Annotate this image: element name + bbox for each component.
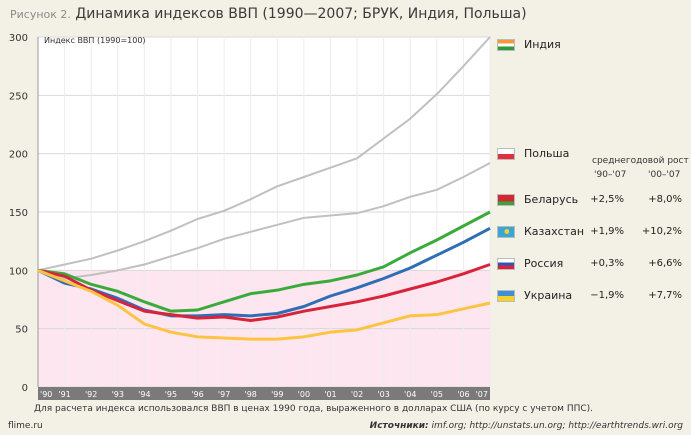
legend-belarus: Беларусь — [497, 193, 578, 206]
x-tick-label: '93 — [112, 390, 124, 399]
growth-header: среднегодовой рост — [592, 156, 689, 166]
period-b-header: '00–'07 — [648, 170, 681, 180]
period-a-header: '90–'07 — [594, 170, 627, 180]
y-tick-label: 150 — [9, 208, 28, 219]
legend-label: Польша — [524, 147, 570, 160]
russia-growth-b: +6,6% — [648, 258, 682, 269]
x-tick-label: '95 — [165, 390, 177, 399]
sources-label: Источники: — [369, 421, 429, 431]
y-tick-label: 200 — [9, 150, 28, 161]
x-tick-label: '06 — [457, 390, 469, 399]
legend-label: Украина — [524, 289, 573, 302]
legend-india: Индия — [497, 38, 561, 51]
kazakhstan-growth-b: +10,2% — [641, 226, 682, 237]
x-tick-label: '92 — [85, 390, 97, 399]
sources-text: imf.org; http://unstats.un.org; http://e… — [431, 421, 683, 431]
legend-kazakhstan: Казахстан — [497, 225, 584, 238]
x-tick-label: '98 — [245, 390, 257, 399]
x-tick-label: '99 — [271, 390, 283, 399]
legend-russia: Россия — [497, 257, 563, 270]
x-tick-label: '05 — [431, 390, 443, 399]
legend-ukraine: Украина — [497, 289, 572, 302]
y-tick-labels: 0 50 100 150 200 250 300 — [9, 33, 28, 394]
x-tick-label: '01 — [324, 390, 336, 399]
russia-flag-icon — [497, 257, 515, 270]
figure-label: Рисунок 2. — [10, 8, 71, 21]
legend-label: Беларусь — [524, 193, 579, 206]
legend-label: Индия — [524, 38, 561, 51]
y-tick-label: 0 — [22, 383, 28, 394]
series-line-3 — [37, 227, 491, 318]
series-line-1 — [37, 162, 491, 280]
chart-title: Рисунок 2. Динамика индексов ВВП (1990—2… — [10, 6, 527, 22]
kazakhstan-flag-icon — [497, 225, 515, 238]
x-axis-band — [38, 387, 490, 400]
sources: Источники: imf.org; http://unstats.un.or… — [370, 421, 683, 431]
x-tick-labels: '90 '91 '92 '93 '94 '95 '96 '97 '98 '99 '00 '01 '02 '… — [40, 390, 488, 399]
belarus-growth-a: +2,5% — [590, 194, 624, 205]
legend-label: Казахстан — [524, 225, 585, 238]
x-tick-label: '94 — [138, 390, 150, 399]
series-line-4 — [37, 263, 491, 322]
figure-title: Динамика индексов ВВП (1990—2007; БРУК, … — [75, 6, 527, 22]
russia-growth-a: +0,3% — [590, 258, 624, 269]
ukraine-flag-icon — [497, 289, 515, 302]
ukraine-growth-b: +7,7% — [648, 290, 682, 301]
series-line-0 — [37, 36, 491, 272]
y-tick-label: 300 — [9, 33, 28, 44]
legend-poland: Польша — [497, 147, 569, 160]
site-name: flime.ru — [8, 421, 43, 431]
belarus-growth-b: +8,0% — [648, 194, 682, 205]
series-line-2 — [37, 210, 491, 313]
y-tick-label: 250 — [9, 91, 28, 102]
x-tick-label: '04 — [404, 390, 416, 399]
x-tick-label: '02 — [351, 390, 363, 399]
x-tick-label: '07 — [476, 390, 488, 399]
footnote: Для расчета индекса использовался ВВП в … — [34, 404, 594, 414]
poland-flag-icon — [497, 147, 515, 160]
series-line-5 — [37, 268, 491, 341]
y-axis-label: Индекс ВВП (1990=100) — [44, 36, 146, 45]
ukraine-growth-a: −1,9% — [590, 290, 624, 301]
x-tick-label: '97 — [218, 390, 230, 399]
kazakhstan-growth-a: +1,9% — [590, 226, 624, 237]
x-tick-label: '91 — [58, 390, 70, 399]
series-lines — [37, 36, 491, 341]
india-flag-icon — [497, 38, 515, 51]
y-tick-label: 100 — [9, 266, 28, 277]
legend-label: Россия — [524, 257, 564, 270]
x-tick-label: '00 — [298, 390, 310, 399]
x-tick-label: '96 — [191, 390, 203, 399]
belarus-flag-icon — [497, 193, 515, 206]
x-tick-label: '90 — [40, 390, 52, 399]
y-tick-label: 50 — [15, 325, 28, 336]
x-tick-label: '03 — [377, 390, 389, 399]
